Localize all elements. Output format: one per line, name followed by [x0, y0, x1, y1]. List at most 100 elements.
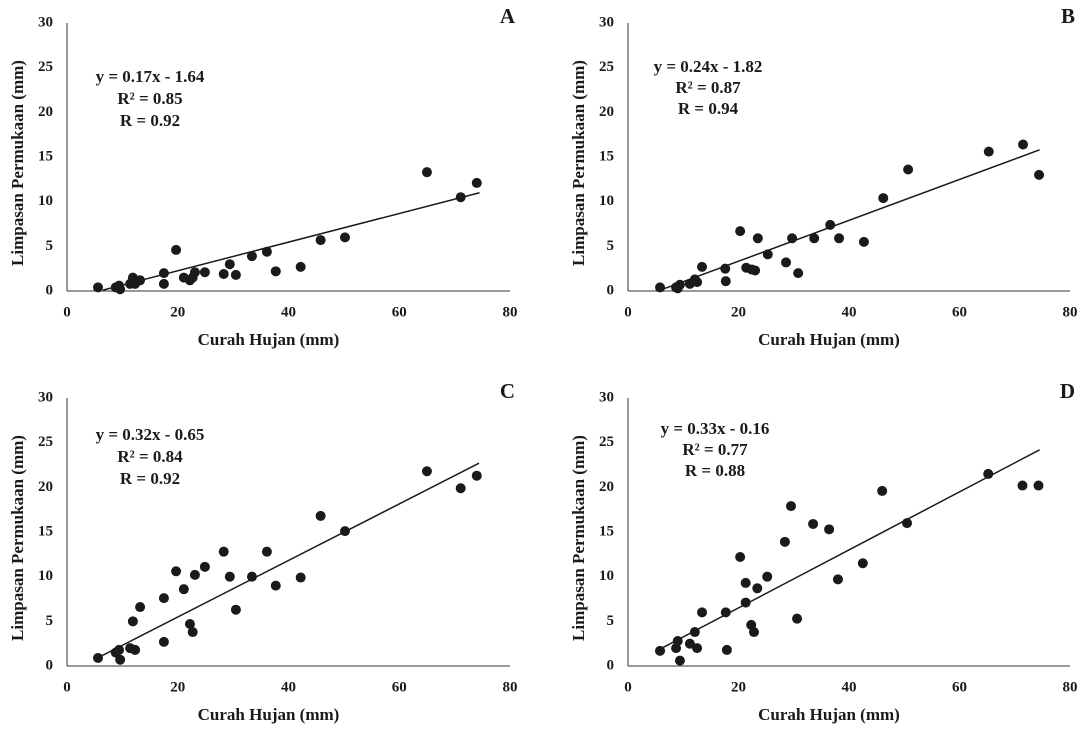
- point: [780, 537, 790, 547]
- point: [271, 266, 281, 276]
- point: [858, 558, 868, 568]
- point: [422, 167, 432, 177]
- point: [316, 235, 326, 245]
- x-tick-label: 20: [170, 304, 185, 320]
- point: [296, 262, 306, 272]
- panel-label: A: [500, 4, 516, 28]
- point: [675, 656, 685, 666]
- x-axis-label: Curah Hujan (mm): [198, 330, 340, 349]
- y-axis-label: Limpasan Permukaan (mm): [8, 60, 27, 266]
- point: [859, 237, 869, 247]
- y-axis-label: Limpasan Permukaan (mm): [569, 435, 588, 641]
- point: [792, 614, 802, 624]
- y-tick-label: 10: [38, 193, 53, 209]
- point: [808, 519, 818, 529]
- point: [1018, 139, 1028, 149]
- point: [1017, 481, 1027, 491]
- point: [786, 501, 796, 511]
- y-tick-label: 25: [38, 434, 53, 450]
- x-tick-label: 40: [842, 679, 857, 695]
- point: [878, 193, 888, 203]
- y-tick-label: 0: [607, 657, 615, 673]
- annotation: R² = 0.87: [675, 78, 741, 97]
- point: [692, 643, 702, 653]
- point: [422, 466, 432, 476]
- point: [472, 471, 482, 481]
- y-tick-label: 0: [46, 657, 54, 673]
- y-tick-label: 15: [38, 148, 53, 164]
- x-tick-label: 20: [170, 679, 185, 695]
- x-tick-label: 80: [503, 304, 518, 320]
- point: [231, 270, 241, 280]
- annotation: R = 0.94: [678, 99, 739, 118]
- point: [190, 570, 200, 580]
- y-tick-label: 5: [46, 613, 54, 629]
- x-tick-label: 40: [281, 304, 296, 320]
- point: [316, 511, 326, 521]
- point: [750, 265, 760, 275]
- point: [762, 572, 772, 582]
- x-tick-label: 80: [1063, 304, 1078, 320]
- panel-label: B: [1061, 4, 1075, 28]
- x-tick-label: 20: [731, 304, 746, 320]
- annotation: y = 0.17x - 1.64: [96, 67, 205, 86]
- point: [781, 257, 791, 267]
- point: [984, 147, 994, 157]
- point: [231, 605, 241, 615]
- point: [735, 552, 745, 562]
- point: [219, 547, 229, 557]
- annotation: R² = 0.84: [117, 447, 183, 466]
- point: [93, 282, 103, 292]
- y-tick-label: 20: [38, 479, 53, 495]
- y-tick-label: 30: [38, 389, 53, 405]
- panel-label: C: [500, 379, 515, 403]
- point: [749, 627, 759, 637]
- point: [128, 616, 138, 626]
- x-tick-label: 20: [731, 679, 746, 695]
- point: [200, 267, 210, 277]
- x-tick-label: 60: [952, 304, 967, 320]
- point: [159, 593, 169, 603]
- point: [262, 547, 272, 557]
- x-tick-label: 80: [503, 679, 518, 695]
- y-tick-label: 20: [38, 104, 53, 120]
- x-tick-label: 40: [281, 679, 296, 695]
- annotation: R² = 0.77: [682, 440, 748, 459]
- annotation: R = 0.92: [120, 111, 180, 130]
- point: [171, 245, 181, 255]
- y-tick-label: 15: [38, 523, 53, 539]
- x-axis-label: Curah Hujan (mm): [758, 705, 900, 724]
- point: [741, 578, 751, 588]
- point: [171, 566, 181, 576]
- trendline: [663, 150, 1040, 289]
- point: [655, 282, 665, 292]
- point: [1034, 170, 1044, 180]
- point: [753, 233, 763, 243]
- trendline: [96, 463, 479, 659]
- y-tick-label: 30: [38, 14, 53, 30]
- point: [159, 637, 169, 647]
- point: [219, 269, 229, 279]
- y-tick-label: 0: [607, 282, 615, 298]
- y-tick-label: 25: [38, 59, 53, 75]
- point: [722, 645, 732, 655]
- point: [456, 483, 466, 493]
- point: [115, 655, 125, 665]
- x-axis-label: Curah Hujan (mm): [758, 330, 900, 349]
- point: [793, 268, 803, 278]
- y-tick-label: 15: [599, 148, 614, 164]
- point: [225, 572, 235, 582]
- y-tick-label: 15: [599, 523, 614, 539]
- point: [200, 562, 210, 572]
- annotation: y = 0.32x - 0.65: [96, 425, 205, 444]
- figure: 0 5 10 15 20 25 30 0 20 40 60 80 Curah Hujan (mm) Lim…: [0, 0, 1085, 729]
- y-tick-label: 25: [599, 59, 614, 75]
- x-tick-label: 60: [392, 304, 407, 320]
- point: [752, 583, 762, 593]
- y-tick-label: 20: [599, 479, 614, 495]
- point: [697, 262, 707, 272]
- point: [340, 232, 350, 242]
- point: [877, 486, 887, 496]
- y-tick-label: 5: [607, 238, 615, 254]
- x-tick-label: 0: [624, 679, 632, 695]
